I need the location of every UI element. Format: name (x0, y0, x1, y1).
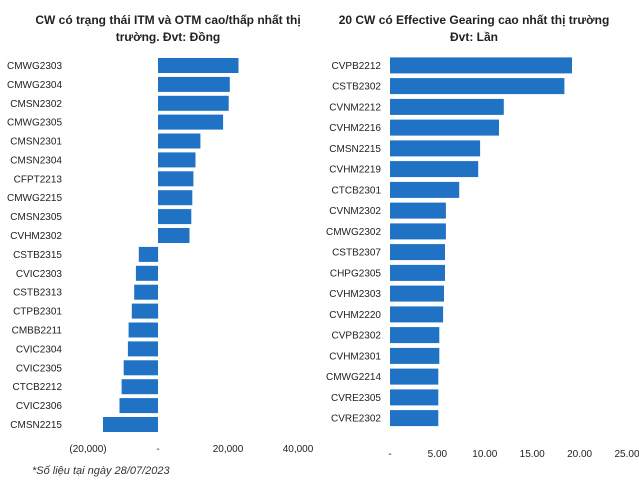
left-bar-cmsn2302 (158, 95, 229, 111)
left-category-label: CTPB2301 (13, 307, 62, 318)
left-category-label: CMWG2304 (7, 80, 62, 91)
left-bar-ctcb2212 (121, 379, 158, 395)
right-category-label: CVRE2302 (331, 414, 381, 425)
left-category-label: CMSN2304 (10, 155, 62, 166)
left-category-label: CMSN2215 (10, 420, 62, 431)
right-bar-cvhm2219 (390, 161, 479, 178)
chart-left-title-line-1: CW có trạng thái ITM và OTM cao/thấp nhấ… (35, 13, 300, 27)
left-category-label: CVIC2304 (16, 344, 63, 355)
right-category-label: CHPG2305 (330, 268, 382, 279)
right-bar-ctcb2301 (390, 181, 460, 198)
right-category-label: CSTB2307 (332, 248, 381, 259)
right-x-tick-label: 20.00 (567, 449, 592, 460)
left-category-label: CSTB2313 (13, 288, 62, 299)
left-bar-cstb2315 (138, 246, 159, 262)
right-category-label: CVHM2216 (329, 123, 381, 134)
right-category-label: CVRE2305 (331, 393, 381, 404)
left-category-label: CTCB2212 (13, 382, 63, 393)
right-x-tick-label: - (388, 449, 391, 460)
left-bar-cvic2306 (119, 398, 158, 414)
left-bar-cmwg2305 (158, 114, 224, 130)
right-x-tick-label: 15.00 (520, 449, 545, 460)
left-bar-cmbb2211 (128, 322, 158, 338)
left-bar-cvic2303 (135, 265, 158, 281)
left-category-label: CVIC2306 (16, 401, 63, 412)
right-category-label: CVHM2220 (329, 310, 381, 321)
left-bar-cmsn2301 (158, 133, 201, 149)
right-category-label: CVHM2303 (329, 289, 381, 300)
left-category-label: CMSN2301 (10, 137, 62, 148)
left-x-tick-label: (20,000) (69, 444, 106, 455)
right-category-label: CVNM2212 (329, 102, 381, 113)
right-category-label: CMWG2214 (326, 372, 381, 383)
chart-right-title-line-1: 20 CW có Effective Gearing cao nhất thị … (339, 13, 610, 27)
left-bar-cfpt2213 (158, 171, 194, 187)
right-category-label: CVNM2302 (329, 206, 381, 217)
right-category-label: CVPB2212 (332, 61, 382, 72)
right-category-label: CMSN2215 (329, 144, 381, 155)
right-bar-cvhm2216 (390, 119, 499, 136)
left-bar-cvhm2302 (158, 228, 190, 243)
left-bar-cmwg2304 (158, 76, 230, 92)
right-x-tick-label: 25.00 (614, 449, 639, 460)
right-bar-cstb2307 (390, 244, 445, 261)
left-category-label: CVIC2303 (16, 269, 63, 280)
chart-right-title-line-2: Đvt: Lần (450, 30, 498, 44)
left-bar-cvic2305 (123, 360, 158, 376)
left-category-label: CFPT2213 (14, 174, 63, 185)
left-bar-cmsn2215 (103, 417, 158, 432)
left-category-label: CSTB2315 (13, 250, 62, 261)
left-category-label: CMWG2303 (7, 61, 62, 72)
left-bar-cstb2313 (134, 284, 158, 300)
right-bar-cvre2305 (390, 389, 439, 406)
left-x-tick-label: 20,000 (213, 444, 244, 455)
right-x-tick-label: 10.00 (472, 449, 497, 460)
left-x-tick-label: - (156, 444, 159, 455)
right-category-label: CVPB2302 (332, 331, 382, 342)
right-bar-cvnm2302 (390, 202, 446, 219)
left-category-label: CMSN2305 (10, 212, 62, 223)
right-bar-cvhm2303 (390, 285, 444, 302)
right-category-label: CMWG2302 (326, 227, 381, 238)
chart-left-title-line-2: trường. Đvt: Đồng (116, 30, 221, 44)
left-category-label: CMWG2305 (7, 118, 62, 129)
right-bar-cstb2302 (390, 78, 565, 95)
left-bar-cmwg2215 (158, 190, 193, 206)
left-category-label: CVHM2302 (10, 231, 62, 242)
left-category-label: CVIC2305 (16, 363, 63, 374)
right-category-label: CTCB2301 (332, 185, 382, 196)
right-category-label: CVHM2219 (329, 165, 381, 176)
data-date-note: *Số liệu tại ngày 28/07/2023 (32, 465, 170, 477)
right-bar-chpg2305 (390, 264, 445, 281)
left-bar-cmsn2304 (158, 152, 196, 168)
left-category-label: CMBB2211 (12, 326, 63, 337)
left-bar-cmsn2305 (158, 209, 192, 225)
right-bar-cvnm2212 (390, 98, 504, 115)
right-bar-cvhm2301 (390, 347, 440, 364)
right-bar-cmwg2302 (390, 223, 446, 240)
left-bar-cvic2304 (127, 341, 158, 357)
right-bar-cvre2302 (390, 410, 439, 427)
left-bar-ctpb2301 (131, 303, 159, 319)
right-category-label: CVHM2301 (329, 351, 381, 362)
effective-gearing-chart: 20 CW có Effective Gearing cao nhất thị … (326, 13, 639, 460)
left-category-label: CMWG2215 (7, 193, 62, 204)
right-bar-cvpb2212 (390, 57, 572, 74)
itm-otm-chart: CW có trạng thái ITM và OTM cao/thấp nhấ… (7, 13, 314, 455)
right-bar-cvpb2302 (390, 327, 440, 344)
left-bar-cmwg2303 (158, 58, 239, 73)
right-category-label: CSTB2302 (332, 82, 381, 93)
right-bar-cmwg2214 (390, 368, 439, 385)
right-bar-cvhm2220 (390, 306, 444, 323)
right-x-tick-label: 5.00 (428, 449, 448, 460)
right-bar-cmsn2215 (390, 140, 481, 157)
left-category-label: CMSN2302 (10, 99, 62, 110)
left-x-tick-label: 40,000 (283, 444, 314, 455)
